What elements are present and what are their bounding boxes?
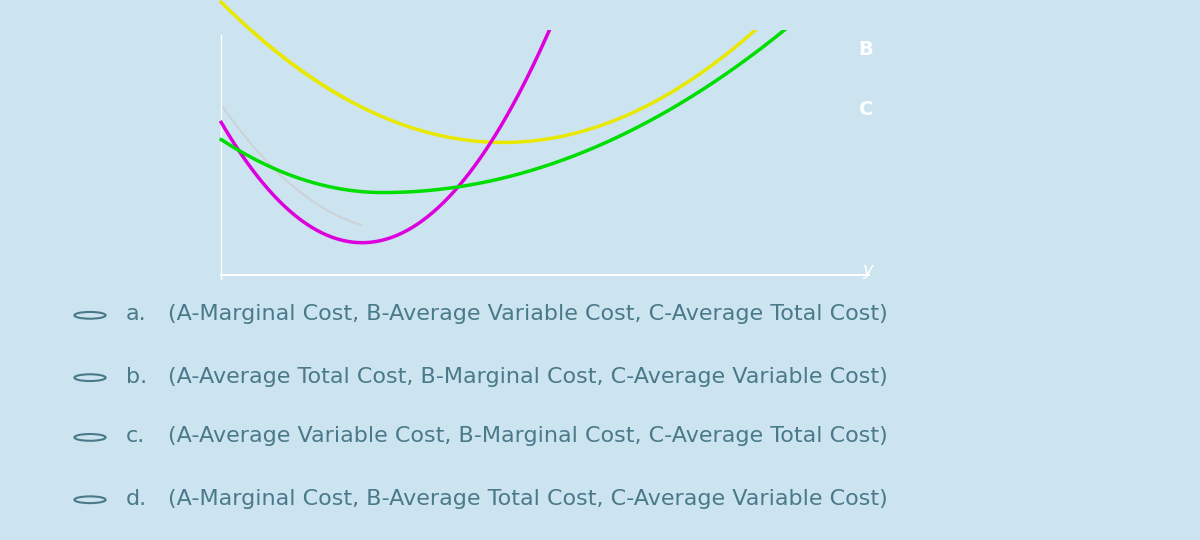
Text: (A-Average Total Cost, B-Marginal Cost, C-Average Variable Cost): (A-Average Total Cost, B-Marginal Cost, … (168, 367, 888, 387)
Text: c.: c. (126, 427, 145, 447)
Text: d.: d. (126, 489, 148, 509)
Text: B: B (859, 40, 874, 59)
Text: y: y (863, 261, 872, 279)
Text: (A-Average Variable Cost, B-Marginal Cost, C-Average Total Cost): (A-Average Variable Cost, B-Marginal Cos… (168, 427, 888, 447)
Text: a.: a. (126, 305, 146, 325)
Text: (A-Marginal Cost, B-Average Total Cost, C-Average Variable Cost): (A-Marginal Cost, B-Average Total Cost, … (168, 489, 888, 509)
Text: b.: b. (126, 367, 148, 387)
Text: (A-Marginal Cost, B-Average Variable Cost, C-Average Total Cost): (A-Marginal Cost, B-Average Variable Cos… (168, 305, 888, 325)
Text: C: C (859, 100, 874, 119)
